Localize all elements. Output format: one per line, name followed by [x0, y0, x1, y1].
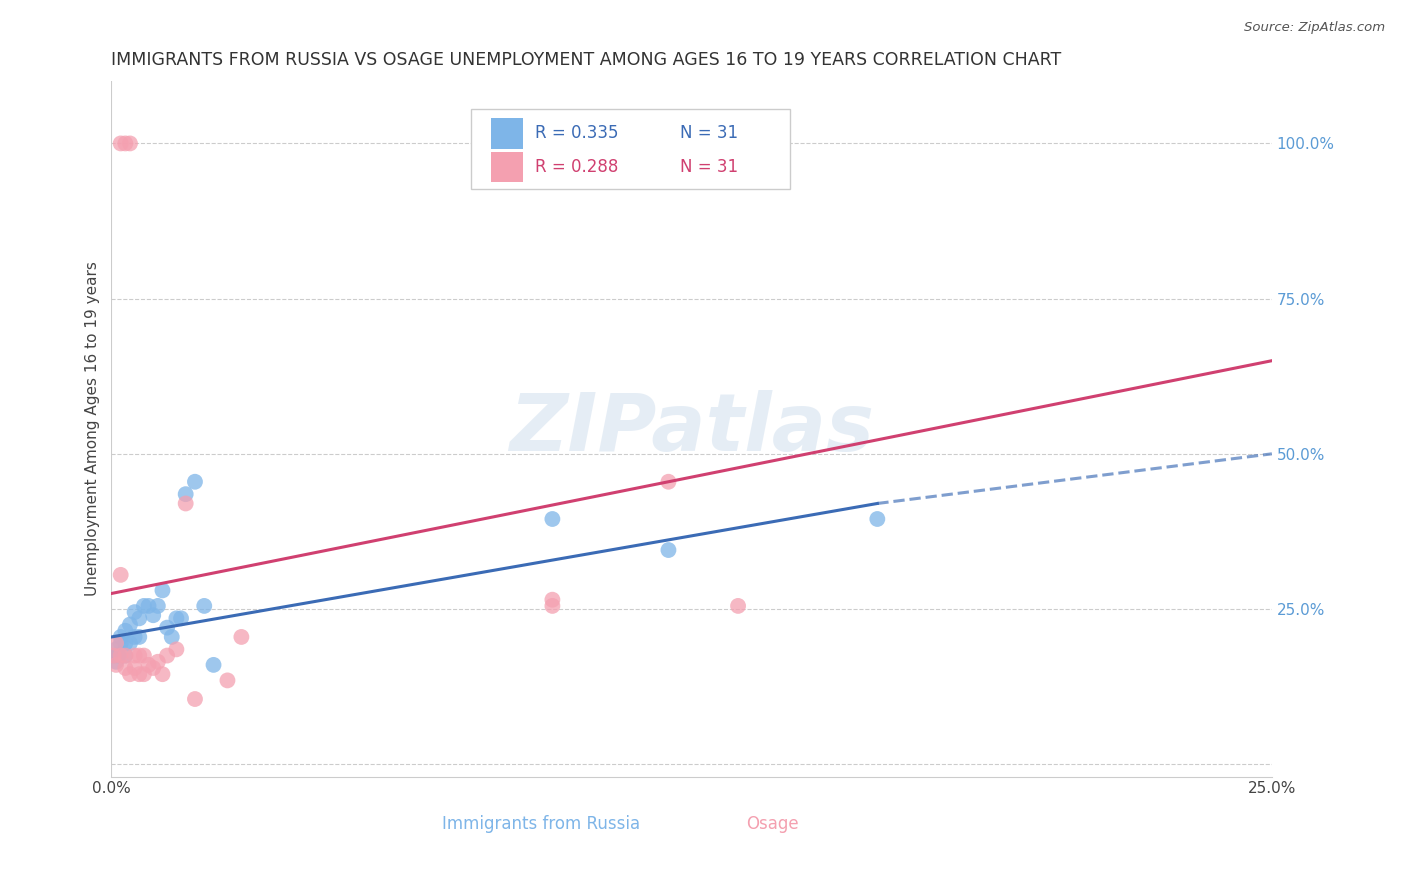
Point — [110, 636, 132, 650]
Point — [174, 496, 197, 510]
Point — [114, 136, 136, 151]
Point — [132, 599, 155, 613]
Text: N = 31: N = 31 — [681, 125, 738, 143]
Text: N = 31: N = 31 — [681, 158, 738, 176]
Point — [114, 624, 136, 638]
Point — [124, 661, 146, 675]
Point — [124, 630, 146, 644]
Text: R = 0.335: R = 0.335 — [536, 125, 619, 143]
Point — [107, 648, 129, 663]
Point — [105, 636, 128, 650]
Point — [132, 667, 155, 681]
Point — [231, 630, 253, 644]
Point — [124, 605, 146, 619]
FancyBboxPatch shape — [471, 109, 790, 189]
Point — [146, 655, 169, 669]
Point — [128, 667, 150, 681]
Point — [114, 648, 136, 663]
Point — [184, 692, 207, 706]
Point — [103, 648, 125, 663]
Point — [105, 655, 128, 669]
Point — [165, 611, 187, 625]
Point — [202, 657, 225, 672]
Point — [727, 599, 749, 613]
Point — [541, 599, 564, 613]
Point — [138, 599, 160, 613]
Point — [174, 487, 197, 501]
Point — [165, 642, 187, 657]
Point — [132, 648, 155, 663]
Point — [110, 648, 132, 663]
Point — [128, 611, 150, 625]
Text: ZIPatlas: ZIPatlas — [509, 390, 875, 468]
Point — [217, 673, 239, 688]
Point — [110, 567, 132, 582]
Point — [541, 512, 564, 526]
Point — [124, 648, 146, 663]
FancyBboxPatch shape — [491, 152, 523, 182]
Point — [118, 667, 141, 681]
Point — [152, 667, 174, 681]
Point — [128, 630, 150, 644]
Point — [114, 661, 136, 675]
Text: Immigrants from Russia: Immigrants from Russia — [441, 815, 640, 833]
Text: IMMIGRANTS FROM RUSSIA VS OSAGE UNEMPLOYMENT AMONG AGES 16 TO 19 YEARS CORRELATI: IMMIGRANTS FROM RUSSIA VS OSAGE UNEMPLOY… — [111, 51, 1062, 69]
Point — [146, 599, 169, 613]
Point — [118, 136, 141, 151]
Point — [541, 592, 564, 607]
Point — [103, 648, 125, 663]
Point — [866, 512, 889, 526]
Point — [142, 661, 165, 675]
Point — [156, 648, 179, 663]
Point — [118, 636, 141, 650]
Point — [114, 636, 136, 650]
Point — [657, 543, 679, 558]
Point — [193, 599, 215, 613]
Point — [142, 608, 165, 623]
Y-axis label: Unemployment Among Ages 16 to 19 years: Unemployment Among Ages 16 to 19 years — [86, 261, 100, 597]
Point — [170, 611, 193, 625]
Point — [152, 583, 174, 598]
Text: Osage: Osage — [747, 815, 799, 833]
Point — [184, 475, 207, 489]
Point — [118, 617, 141, 632]
Point — [160, 630, 183, 644]
Point — [156, 621, 179, 635]
Point — [105, 642, 128, 657]
Point — [114, 648, 136, 663]
Point — [138, 657, 160, 672]
Text: R = 0.288: R = 0.288 — [536, 158, 619, 176]
Point — [128, 648, 150, 663]
Point — [110, 136, 132, 151]
Point — [105, 657, 128, 672]
Point — [657, 475, 679, 489]
FancyBboxPatch shape — [491, 118, 523, 149]
Text: Source: ZipAtlas.com: Source: ZipAtlas.com — [1244, 21, 1385, 34]
Point — [110, 630, 132, 644]
